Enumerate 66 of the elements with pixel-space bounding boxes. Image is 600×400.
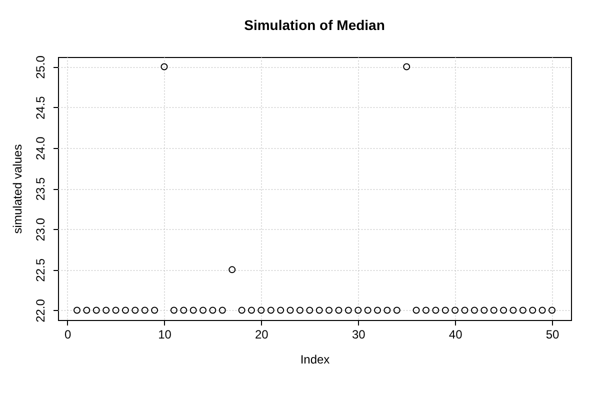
y-tick-label: 24.0 (34, 136, 48, 160)
point (374, 306, 382, 314)
point (384, 306, 391, 314)
point (490, 306, 498, 314)
point (132, 306, 139, 314)
point (470, 306, 478, 314)
point (228, 266, 236, 274)
point (326, 306, 333, 314)
point (529, 306, 536, 314)
point (170, 306, 178, 314)
point (83, 306, 90, 314)
point (364, 306, 372, 314)
point (74, 306, 80, 314)
point (180, 306, 188, 314)
y-tick-label: 25.0 (34, 55, 48, 79)
point (286, 306, 294, 314)
y-tick-label: 22.5 (34, 258, 48, 282)
point (296, 306, 304, 314)
point (344, 306, 352, 314)
point (92, 306, 100, 314)
point (160, 63, 168, 70)
point (422, 306, 430, 314)
point (151, 306, 158, 314)
point (452, 306, 459, 314)
y-tick-label: 24.5 (34, 96, 48, 120)
point (316, 306, 323, 314)
point (277, 306, 284, 314)
point (432, 306, 440, 314)
x-tick-label: 20 (255, 328, 269, 342)
y-tick-label: 23.0 (34, 218, 48, 242)
point (538, 306, 546, 314)
point (248, 306, 255, 314)
point (141, 306, 148, 314)
point (510, 306, 517, 314)
point (218, 306, 226, 314)
point (412, 306, 420, 314)
point (548, 306, 556, 314)
x-tick-label: 10 (158, 328, 172, 342)
point (393, 306, 400, 314)
point (238, 306, 246, 314)
chart-title: Simulation of Median (244, 17, 385, 34)
point (190, 306, 197, 314)
x-tick-label: 30 (352, 328, 366, 342)
point (354, 306, 362, 314)
point (258, 306, 265, 314)
point (403, 63, 410, 70)
point (480, 306, 488, 314)
point (112, 306, 120, 314)
point (267, 306, 274, 314)
point (335, 306, 342, 314)
x-tick-label: 40 (448, 328, 463, 342)
x-tick-label: 50 (546, 328, 560, 342)
y-axis-title: simulated values (10, 144, 24, 234)
y-tick-label: 23.5 (34, 177, 48, 201)
point (500, 306, 508, 314)
point (200, 306, 207, 314)
point (442, 306, 449, 314)
point (461, 306, 468, 314)
x-axis-title: Index (300, 352, 330, 366)
point (122, 306, 129, 314)
point (102, 306, 110, 314)
point (306, 306, 314, 314)
point (519, 306, 526, 314)
point (209, 306, 216, 314)
x-tick-label: 0 (64, 328, 72, 342)
y-tick-label: 22.0 (34, 298, 48, 322)
